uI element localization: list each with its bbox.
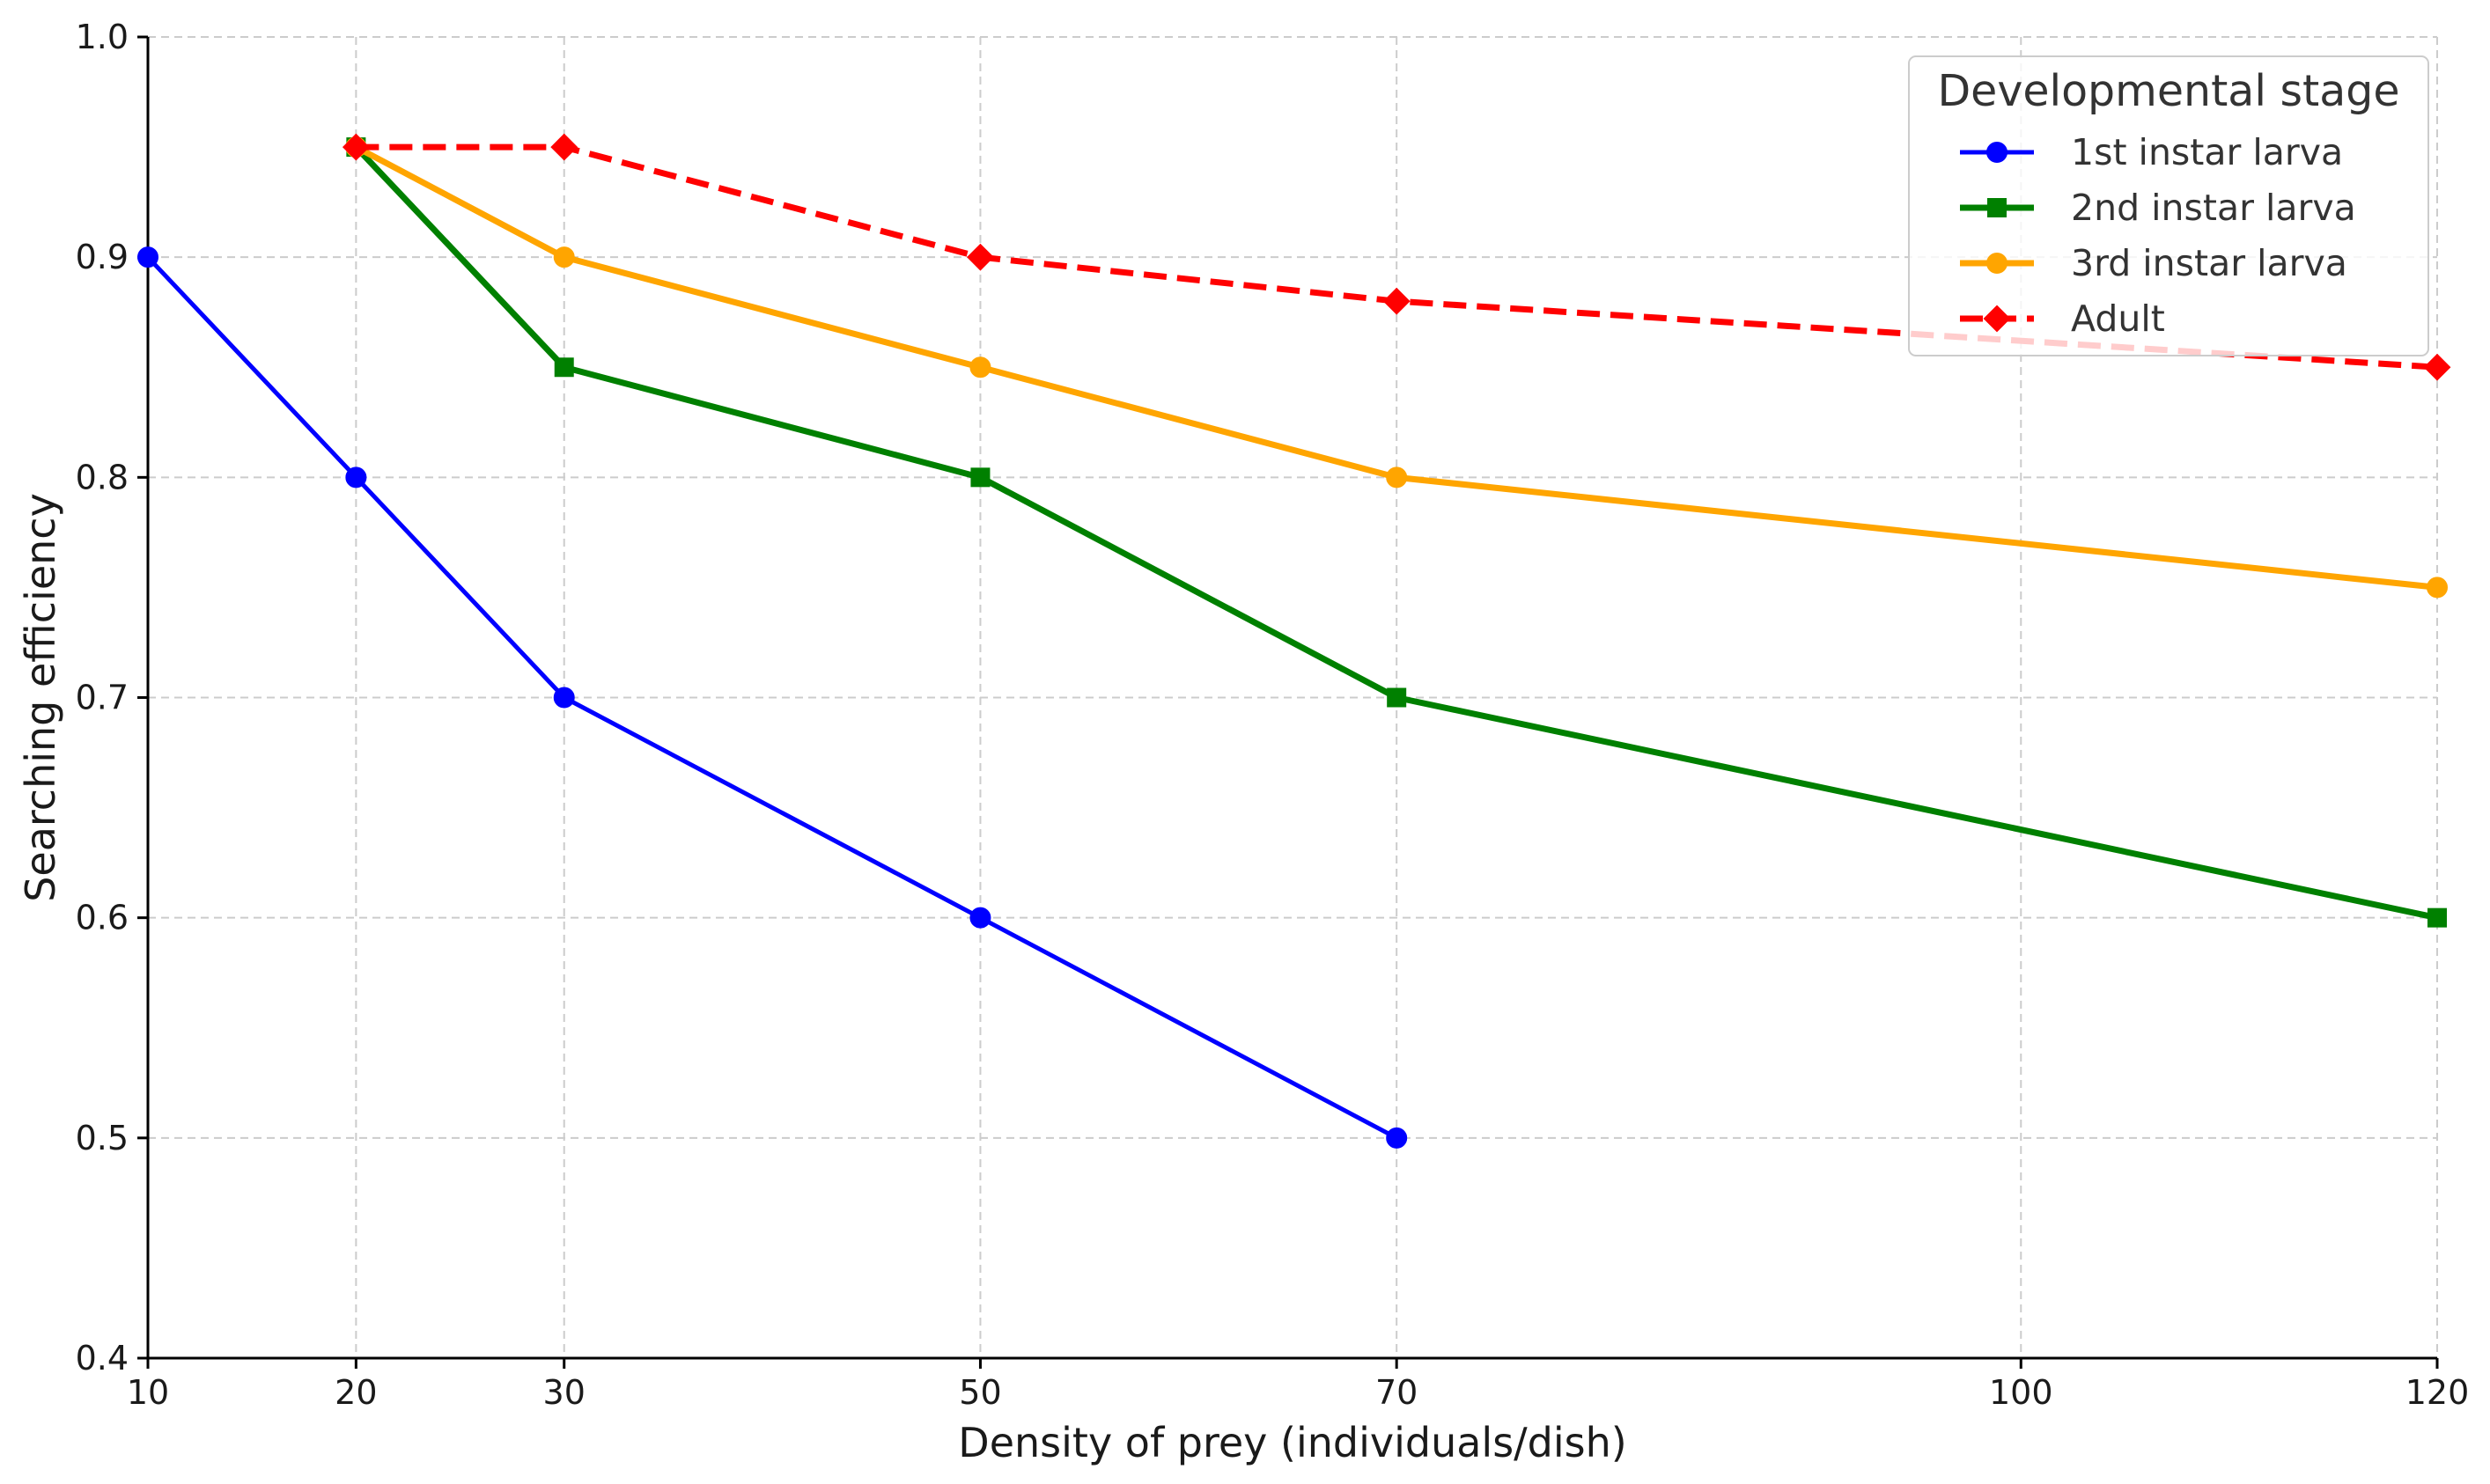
data-point-1st-instar-larva <box>969 907 991 929</box>
data-point-1st-instar-larva <box>137 246 158 268</box>
legend-item-adult: Adult <box>1960 298 2165 340</box>
x-tick-label: 20 <box>335 1373 377 1412</box>
y-tick-label: 0.6 <box>76 899 129 937</box>
data-point-3rd-instar-larva <box>1386 467 1408 489</box>
x-tick-label: 30 <box>543 1373 586 1412</box>
legend-swatch-marker <box>1983 305 2011 333</box>
data-point-3rd-instar-larva <box>2427 577 2448 599</box>
x-axis-title: Density of prey (individuals/dish) <box>958 1419 1626 1466</box>
legend-title: Developmental stage <box>1937 66 2399 116</box>
legend-swatch-marker <box>1987 198 2007 217</box>
data-point-1st-instar-larva <box>345 467 367 489</box>
x-tick-label: 50 <box>959 1373 1001 1412</box>
y-tick-label: 0.4 <box>76 1339 129 1377</box>
x-tick-label: 120 <box>2405 1373 2470 1412</box>
data-point-adult <box>342 133 370 161</box>
legend-label: 2nd instar larva <box>2071 187 2356 229</box>
y-tick-label: 0.5 <box>76 1119 129 1157</box>
data-point-2nd-instar-larva <box>554 357 574 378</box>
series-layer <box>137 133 2451 1149</box>
axes: 10 20 30 50 70 100 120 0.4 0.5 0.6 0.7 0.8 0.9 1.0 <box>76 18 2470 1412</box>
legend-box <box>1908 55 2429 356</box>
legend-label: Adult <box>2071 298 2165 340</box>
data-point-3rd-instar-larva <box>969 356 991 378</box>
y-axis-title: Searching efficiency <box>17 493 64 902</box>
data-point-adult <box>1382 287 1411 315</box>
data-point-adult <box>550 133 578 161</box>
series-1st-instar-larva <box>137 246 1408 1149</box>
data-point-2nd-instar-larva <box>1387 687 1407 708</box>
legend-item-3rd-instar-larva: 3rd instar larva <box>1960 242 2347 284</box>
legend-swatch-marker <box>1986 142 2007 163</box>
legend-item-2nd-instar-larva: 2nd instar larva <box>1960 187 2356 229</box>
data-point-1st-instar-larva <box>1386 1127 1408 1149</box>
legend-swatch-marker <box>1986 253 2007 274</box>
y-tick-label: 0.8 <box>76 458 129 496</box>
data-point-3rd-instar-larva <box>553 246 575 268</box>
legend: Developmental stage 1st instar larva 2nd i… <box>1908 55 2429 356</box>
legend-item-1st-instar-larva: 1st instar larva <box>1960 131 2343 173</box>
data-point-adult <box>2423 353 2451 381</box>
y-tick-label: 1.0 <box>76 18 129 56</box>
data-point-adult <box>967 243 994 271</box>
data-point-1st-instar-larva <box>553 687 575 709</box>
legend-label: 3rd instar larva <box>2071 242 2347 284</box>
x-tick-label: 70 <box>1375 1373 1418 1412</box>
data-point-2nd-instar-larva <box>970 467 991 488</box>
data-point-2nd-instar-larva <box>2427 907 2447 928</box>
y-tick-label: 0.9 <box>76 238 129 276</box>
x-tick-label: 100 <box>1989 1373 2053 1412</box>
y-tick-label: 0.7 <box>76 679 129 717</box>
series-adult <box>342 133 2451 381</box>
legend-label: 1st instar larva <box>2071 131 2343 173</box>
x-tick-label: 10 <box>127 1373 169 1412</box>
